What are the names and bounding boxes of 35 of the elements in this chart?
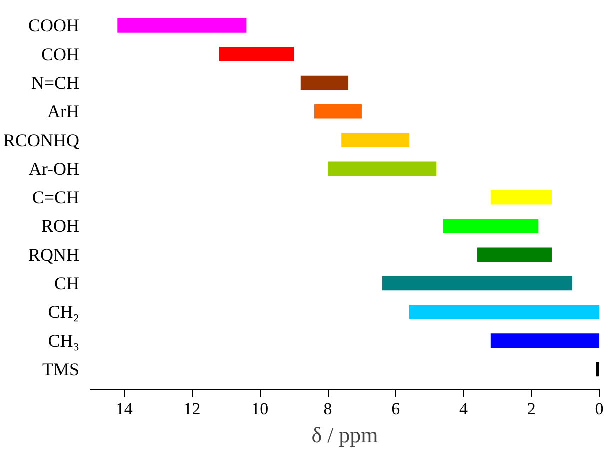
y-tick-label: CH₃ — [48, 330, 80, 351]
x-tick-label: 0 — [595, 400, 604, 418]
x-tick-label: 6 — [392, 400, 400, 418]
bar — [443, 219, 538, 234]
bar — [342, 133, 410, 148]
bar — [490, 190, 552, 205]
y-tick-label: ArH — [48, 102, 80, 122]
bar — [314, 104, 362, 119]
bar — [409, 304, 600, 320]
x-tick-label: 4 — [460, 400, 469, 418]
x-tick-label: 2 — [527, 400, 536, 418]
y-tick-label: COH — [41, 44, 80, 64]
x-tick-label: 14 — [116, 400, 134, 418]
y-tick-label: C=CH — [32, 188, 80, 208]
bar — [219, 47, 294, 62]
bar — [300, 76, 348, 90]
x-tick-label: 10 — [252, 400, 269, 418]
x-axis-title: δ / ppm — [312, 422, 378, 448]
bar — [382, 276, 572, 291]
y-tick-label: CH₂ — [48, 302, 80, 322]
bar — [118, 18, 247, 33]
y-tick-label: COOH — [28, 16, 80, 36]
y-tick-label: RCONHQ — [3, 130, 80, 150]
y-tick-label: N=CH — [31, 72, 80, 93]
y-tick-label: Ar-OH — [28, 158, 80, 179]
y-tick-label: RQNH — [28, 244, 80, 265]
y-tick-label: TMS — [42, 359, 80, 380]
bar — [490, 334, 600, 348]
x-tick-label: 12 — [184, 400, 201, 418]
bar — [477, 248, 552, 262]
y-tick-label: ROH — [41, 216, 80, 236]
bar — [328, 162, 437, 176]
x-tick-label: 8 — [324, 400, 332, 418]
bar — [596, 362, 600, 377]
y-tick-label: CH — [54, 274, 80, 294]
